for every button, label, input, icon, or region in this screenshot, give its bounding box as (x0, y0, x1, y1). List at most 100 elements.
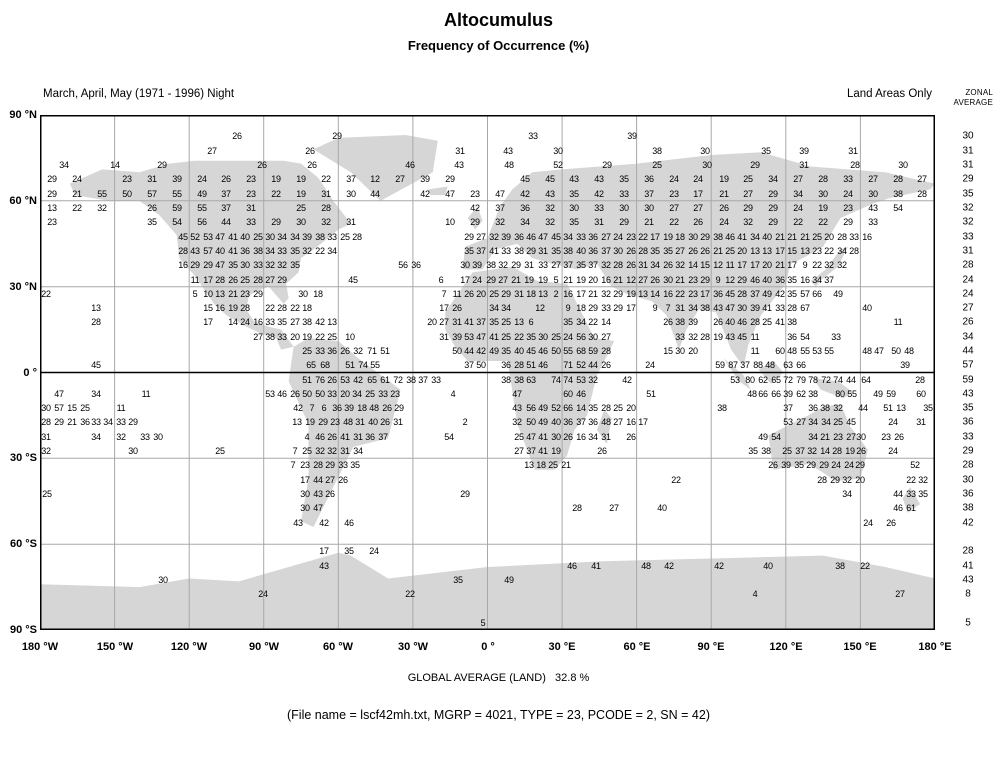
grid-value: 16 (215, 303, 225, 313)
grid-value: 43 (454, 160, 464, 170)
grid-value: 19 (305, 417, 315, 427)
grid-value: 35 (228, 260, 238, 270)
grid-value: 88 (753, 360, 763, 370)
grid-value: 40 (862, 303, 872, 313)
grid-value: 46 (737, 317, 747, 327)
grid-value: 17 (787, 260, 797, 270)
grid-value: 13 (800, 246, 810, 256)
grid-value: 24 (719, 217, 729, 227)
zonal-average-value: 32 (962, 216, 974, 228)
grid-value: 32 (743, 217, 753, 227)
grid-value: 30 (663, 275, 673, 285)
grid-value: 33 (528, 131, 538, 141)
grid-value: 30 (296, 217, 306, 227)
x-axis-tick-label: 60 °W (322, 641, 354, 653)
grid-value: 20 (340, 389, 350, 399)
grid-value: 25 (340, 232, 350, 242)
grid-value: 64 (861, 375, 871, 385)
grid-value: 59 (588, 346, 598, 356)
grid-value: 21 (511, 275, 521, 285)
grid-value: 28 (313, 460, 323, 470)
grid-value: 35 (551, 246, 561, 256)
grid-value: 29 (157, 160, 167, 170)
grid-value: 32 (97, 203, 107, 213)
grid-value: 53 (783, 417, 793, 427)
grid-value: 19 (626, 289, 636, 299)
australia-shape (768, 403, 868, 482)
grid-value: 25 (548, 460, 558, 470)
grid-value: 9 (802, 260, 808, 270)
global-average-line: GLOBAL AVERAGE (LAND) 32.8 % (0, 672, 997, 684)
grid-value: 21 (775, 232, 785, 242)
grid-value: 4 (752, 589, 758, 599)
grid-value: 42 (315, 317, 325, 327)
grid-value: 26 (713, 317, 723, 327)
grid-value: 34 (576, 317, 586, 327)
grid-value: 50 (452, 346, 462, 356)
grid-value: 50 (891, 346, 901, 356)
grid-value: 18 (536, 460, 546, 470)
grid-value: 52 (551, 403, 561, 413)
grid-value: 34 (353, 446, 363, 456)
grid-value: 23 (688, 275, 698, 285)
grid-value: 29 (394, 403, 404, 413)
grid-value: 38 (315, 232, 325, 242)
grid-value: 19 (271, 174, 281, 184)
grid-value: 59 (886, 389, 896, 399)
grid-value: 23 (626, 232, 636, 242)
grid-value: 29 (602, 160, 612, 170)
grid-value: 32 (545, 217, 555, 227)
grid-value: 25 (833, 417, 843, 427)
grid-value: 39 (172, 174, 182, 184)
grid-value: 33 (140, 432, 150, 442)
zonal-average-value: 28 (962, 545, 974, 557)
grid-value: 9 (715, 275, 721, 285)
grid-value: 14 (110, 160, 120, 170)
grid-value: 36 (514, 232, 524, 242)
grid-value: 23 (470, 189, 480, 199)
grid-value: 35 (350, 460, 360, 470)
grid-value: 30 (298, 289, 308, 299)
grid-value: 71 (563, 360, 573, 370)
grid-value: 16 (253, 317, 263, 327)
grid-value: 23 (843, 203, 853, 213)
grid-value: 14 (576, 403, 586, 413)
grid-value: 19 (845, 446, 855, 456)
grid-value: 28 (818, 174, 828, 184)
grid-value: 21 (675, 275, 685, 285)
grid-value: 45 (91, 360, 101, 370)
grid-value: 43 (725, 332, 735, 342)
grid-value: 57 (800, 289, 810, 299)
grid-value: 47 (495, 189, 505, 199)
grid-value: 27 (868, 174, 878, 184)
grid-value: 12 (713, 260, 723, 270)
grid-value: 21 (775, 260, 785, 270)
grid-value: 25 (551, 332, 561, 342)
grid-value: 42 (293, 403, 303, 413)
grid-value: 13 (292, 417, 302, 427)
grid-value: 44 (858, 403, 868, 413)
grid-value: 28 (849, 246, 859, 256)
grid-value: 30 (700, 146, 710, 156)
zonal-average-value: 43 (962, 574, 974, 586)
grid-value: 19 (538, 275, 548, 285)
grid-value: 42 (775, 289, 785, 299)
zonal-average-value: 24 (962, 288, 974, 300)
grid-value: 47 (538, 232, 548, 242)
grid-value: 23 (240, 289, 250, 299)
grid-value: 27 (793, 174, 803, 184)
grid-value: 29 (768, 203, 778, 213)
grid-value: 53 (265, 389, 275, 399)
grid-value: 31 (594, 217, 604, 227)
grid-value: 55 (800, 346, 810, 356)
grid-value: 22 (860, 561, 870, 571)
grid-value: 29 (190, 260, 200, 270)
grid-value: 40 (762, 232, 772, 242)
grid-value: 55 (370, 360, 380, 370)
grid-value: 30 (868, 189, 878, 199)
grid-value: 32 (116, 432, 126, 442)
grid-value: 26 (327, 375, 337, 385)
grid-value: 42 (420, 189, 430, 199)
grid-value: 36 (644, 174, 654, 184)
grid-value: 37 (221, 189, 231, 199)
